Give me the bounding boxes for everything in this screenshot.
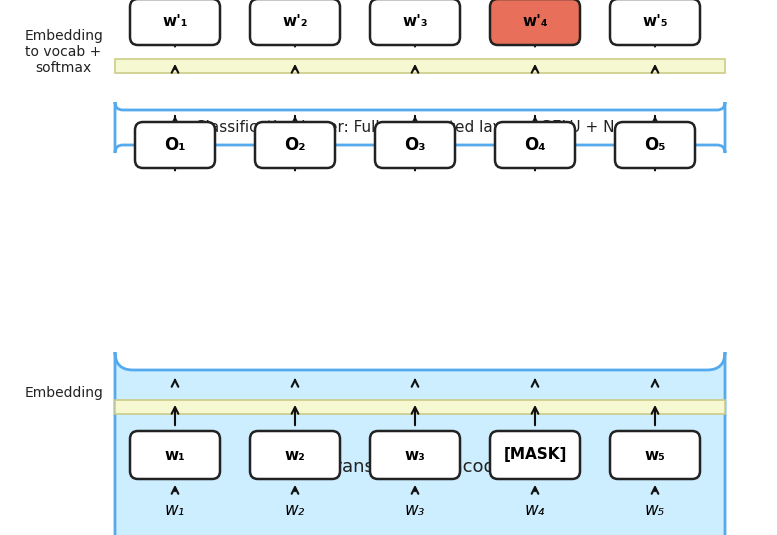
Text: w₁: w₁ — [165, 447, 186, 462]
Text: Classification Layer: Fully-connected layer + GELU + Norm: Classification Layer: Fully-connected la… — [195, 120, 645, 135]
Text: O₁: O₁ — [164, 136, 186, 154]
Bar — [115, 400, 725, 414]
Text: w₂: w₂ — [284, 447, 305, 462]
FancyBboxPatch shape — [370, 0, 460, 45]
Text: w₂: w₂ — [285, 501, 305, 519]
Text: [MASK]: [MASK] — [503, 447, 566, 462]
FancyBboxPatch shape — [115, 352, 725, 535]
Text: w₃: w₃ — [405, 501, 425, 519]
FancyBboxPatch shape — [130, 431, 220, 479]
Text: Transformer encoder: Transformer encoder — [326, 458, 514, 477]
Text: w'₃: w'₃ — [402, 14, 428, 29]
Text: w'₁: w'₁ — [162, 14, 188, 29]
FancyBboxPatch shape — [115, 102, 725, 153]
Text: w₅: w₅ — [645, 501, 665, 519]
Text: Embedding
to vocab +
softmax: Embedding to vocab + softmax — [24, 29, 103, 75]
Text: O₅: O₅ — [644, 136, 666, 154]
FancyBboxPatch shape — [255, 122, 335, 168]
FancyBboxPatch shape — [250, 431, 340, 479]
FancyBboxPatch shape — [370, 431, 460, 479]
Text: Embedding: Embedding — [24, 386, 103, 400]
FancyBboxPatch shape — [490, 0, 580, 45]
Text: w₁: w₁ — [165, 501, 185, 519]
FancyBboxPatch shape — [610, 0, 700, 45]
Text: w₅: w₅ — [645, 447, 665, 462]
Bar — [115, 59, 725, 73]
Text: O₂: O₂ — [284, 136, 306, 154]
FancyBboxPatch shape — [610, 431, 700, 479]
Text: w'₅: w'₅ — [642, 14, 667, 29]
Text: w'₄: w'₄ — [522, 14, 548, 29]
FancyBboxPatch shape — [615, 122, 695, 168]
FancyBboxPatch shape — [135, 122, 215, 168]
Text: O₄: O₄ — [524, 136, 545, 154]
FancyBboxPatch shape — [490, 431, 580, 479]
Text: w₄: w₄ — [525, 501, 545, 519]
Text: w'₂: w'₂ — [282, 14, 308, 29]
FancyBboxPatch shape — [130, 0, 220, 45]
FancyBboxPatch shape — [375, 122, 455, 168]
Text: w₃: w₃ — [405, 447, 426, 462]
FancyBboxPatch shape — [495, 122, 575, 168]
FancyBboxPatch shape — [250, 0, 340, 45]
Text: O₃: O₃ — [404, 136, 426, 154]
